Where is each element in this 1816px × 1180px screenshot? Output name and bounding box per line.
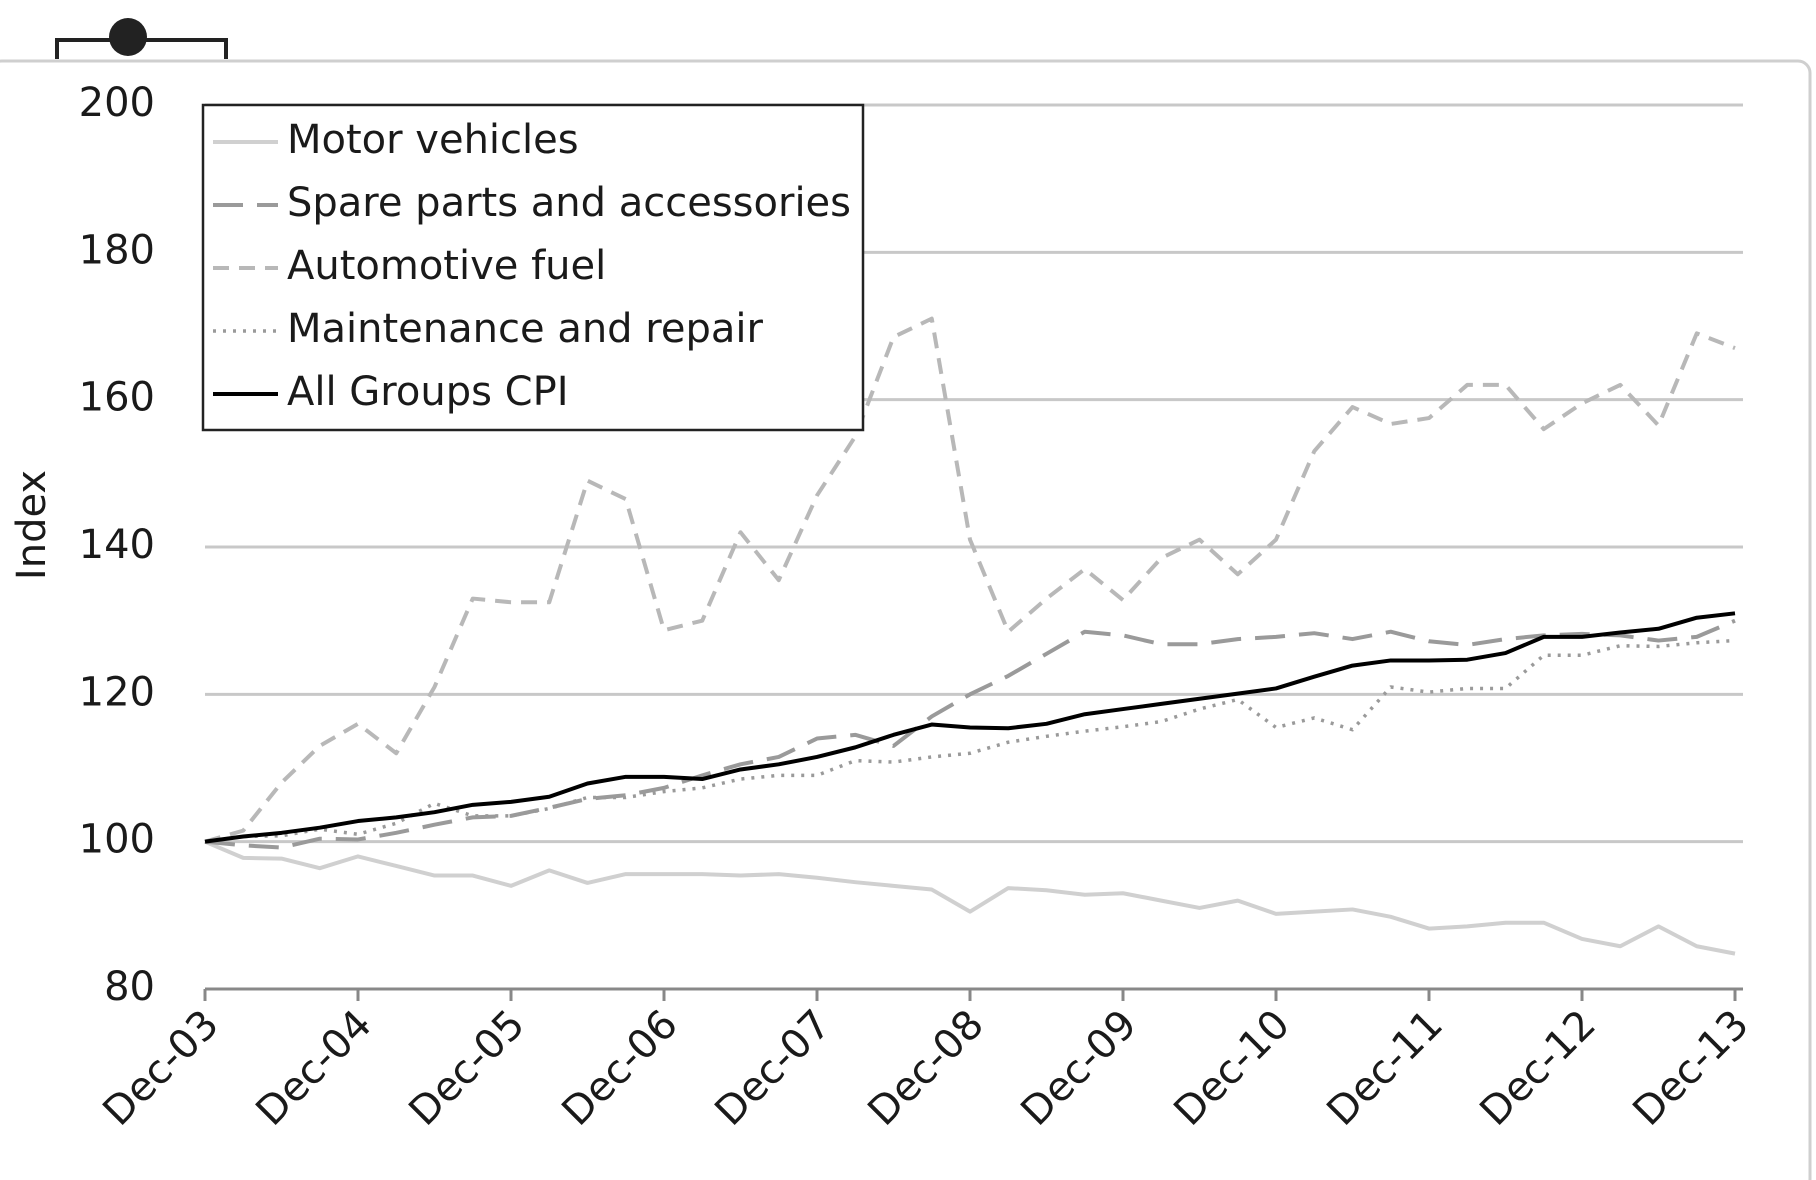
legend-label: Spare parts and accessories (287, 180, 851, 226)
y-tick-label: 180 (79, 227, 155, 273)
series-line (204, 638, 1736, 844)
y-tick-label: 100 (79, 817, 155, 863)
legend-label: Automotive fuel (287, 243, 606, 289)
y-tick-label: 120 (79, 669, 155, 715)
slider-handle[interactable] (109, 18, 147, 56)
y-tick-label: 160 (79, 375, 155, 421)
series-line (204, 839, 1736, 956)
y-tick-label: 80 (104, 964, 155, 1010)
y-axis-label: Index (9, 470, 55, 580)
y-tick-label: 140 (79, 522, 155, 568)
legend-label: Motor vehicles (287, 117, 579, 163)
legend-label: All Groups CPI (287, 369, 568, 415)
y-tick-label: 200 (79, 80, 155, 126)
legend-box (201, 103, 865, 432)
series-line (204, 611, 1736, 844)
series-line (204, 618, 1736, 850)
series-line (204, 316, 1736, 844)
legend-label: Maintenance and repair (287, 306, 763, 352)
